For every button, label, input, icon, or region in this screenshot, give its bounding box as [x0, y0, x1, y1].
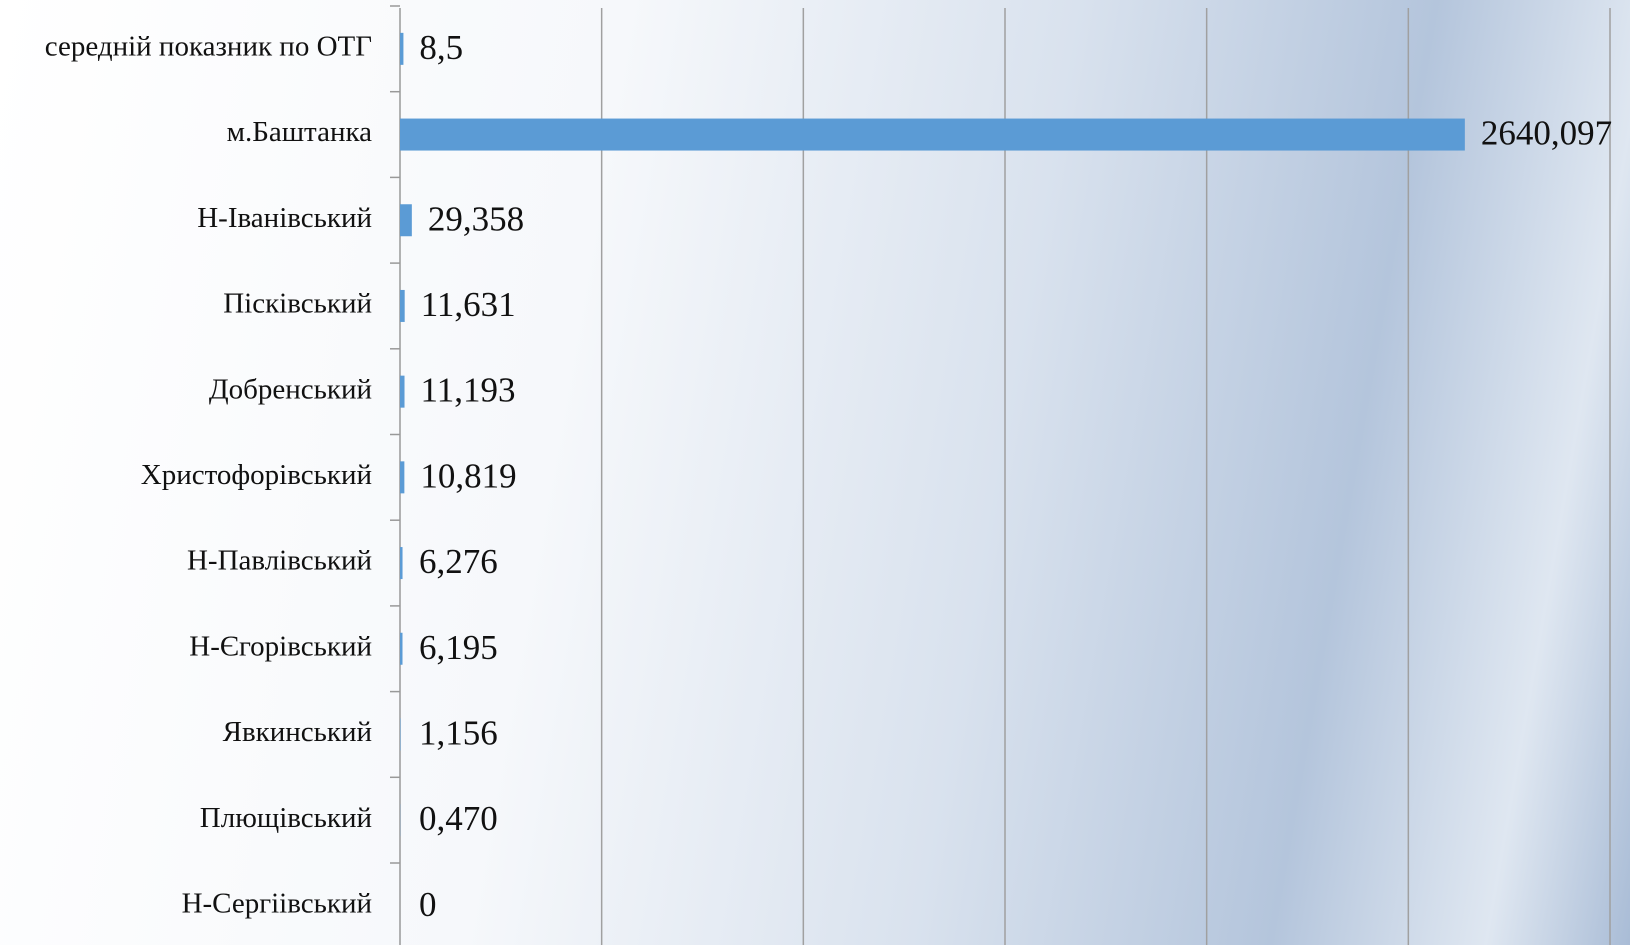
- category-label: Н-Іванівський: [197, 202, 372, 234]
- category-label: м.Баштанка: [227, 116, 373, 148]
- bar: [400, 289, 405, 322]
- category-label: середній показник по ОТГ: [45, 31, 372, 63]
- bar: [400, 32, 404, 65]
- value-label: 6,195: [419, 628, 498, 667]
- category-label: Пісківський: [223, 288, 372, 320]
- bar: [400, 118, 1465, 151]
- category-label: Плющівський: [200, 802, 372, 834]
- bar: [400, 547, 403, 580]
- bar: [400, 204, 412, 237]
- value-label: 0,470: [419, 799, 498, 838]
- category-label: Н-Сергіівський: [182, 888, 372, 920]
- value-label: 8,5: [419, 28, 463, 67]
- bar: [400, 632, 403, 665]
- category-label: Явкинський: [223, 716, 372, 748]
- value-label: 0: [419, 885, 437, 924]
- value-label: 29,358: [428, 199, 524, 238]
- value-label: 11,193: [421, 371, 516, 410]
- category-label: Христофорівський: [141, 459, 372, 491]
- value-label: 6,276: [419, 542, 498, 581]
- value-label: 1,156: [419, 713, 498, 752]
- bar: [400, 461, 405, 494]
- category-label: Н-Павлівський: [187, 545, 372, 577]
- category-label: Н-Єгорівський: [189, 630, 372, 662]
- category-label: Добренський: [209, 373, 372, 405]
- bar: [400, 375, 405, 408]
- value-label: 2640,097: [1481, 114, 1612, 153]
- value-label: 11,631: [421, 285, 516, 324]
- value-label: 10,819: [420, 456, 516, 495]
